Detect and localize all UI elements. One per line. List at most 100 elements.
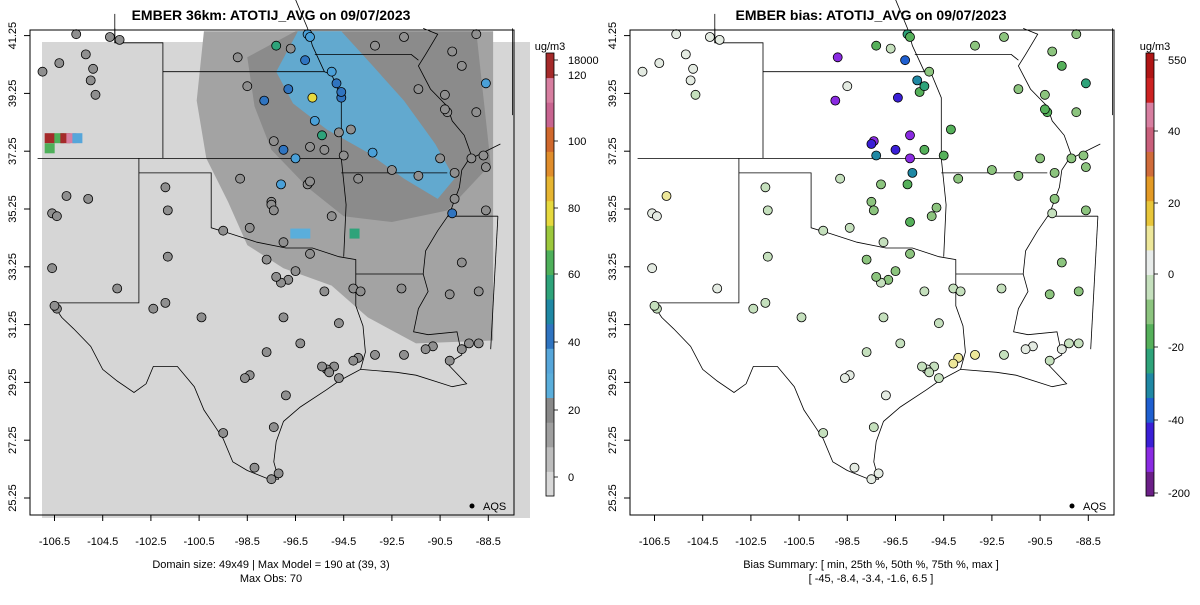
aqs-point <box>685 75 696 86</box>
aqs-point <box>367 147 378 158</box>
aqs-point <box>112 283 123 294</box>
aqs-point <box>907 167 918 178</box>
aqs-point <box>324 367 335 378</box>
aqs-point <box>938 150 949 161</box>
aqs-point <box>919 286 930 297</box>
aqs-point <box>83 193 94 204</box>
state-border-line <box>490 216 499 350</box>
x-tick-label: -88.5 <box>476 536 501 548</box>
aqs-points-bias <box>637 29 1091 485</box>
aqs-point <box>661 191 672 201</box>
aqs-point <box>926 211 937 222</box>
x-tick-label: -102.5 <box>135 536 166 548</box>
aqs-point <box>871 271 882 282</box>
aqs-point <box>290 153 301 164</box>
aqs-point <box>295 338 306 349</box>
aqs-point <box>1066 153 1077 164</box>
colorbar-swatch <box>1146 274 1154 300</box>
aqs-point <box>317 361 327 372</box>
y-tick-label: 27.25 <box>607 426 619 454</box>
aqs-point <box>239 373 250 384</box>
aqs-point <box>924 66 935 77</box>
y-tick-label: 27.25 <box>7 426 19 454</box>
aqs-point <box>762 205 773 216</box>
state-border-line <box>295 0 308 29</box>
aqs-point <box>456 257 467 268</box>
y-tick-label: 39.25 <box>607 80 619 108</box>
aqs-point <box>268 422 279 433</box>
aqs-point <box>413 84 424 94</box>
aqs-point <box>386 165 397 175</box>
x-tick-label: -92.5 <box>979 536 1004 548</box>
aqs-point <box>300 55 311 66</box>
aqs-point <box>456 344 467 355</box>
legend-label-model: AQS <box>483 501 506 513</box>
aqs-point <box>1073 286 1084 297</box>
y-tick-label: 41.25 <box>7 22 19 50</box>
colorbar-swatch <box>546 323 554 349</box>
aqs-point <box>931 202 942 213</box>
aqs-point <box>871 40 882 51</box>
state-border-line <box>895 0 908 29</box>
aqs-point <box>999 32 1009 42</box>
colorbar-swatch <box>546 446 554 472</box>
aqs-point <box>326 211 337 222</box>
aqs-point <box>353 173 364 184</box>
aqs-point <box>309 116 320 126</box>
aqs-point <box>1047 208 1058 219</box>
colorbar-swatch <box>546 249 554 275</box>
aqs-points-model <box>37 29 491 485</box>
aqs-point <box>955 286 966 297</box>
aqs-point <box>333 318 344 329</box>
y-tick-label: 25.25 <box>607 484 619 512</box>
aqs-point <box>680 49 691 60</box>
caption-bias-line1: Bias Summary: [ min, 25th %, 50th %, 75t… <box>743 559 999 571</box>
aqs-point <box>52 211 62 222</box>
aqs-point <box>307 92 318 103</box>
aqs-point <box>818 428 829 438</box>
aqs-point <box>861 254 872 265</box>
y-axis-ticks-model: 25.25 27.25 29.25 31.25 33.25 35.25 37.25 39.25… <box>7 22 30 512</box>
colorbar-label: -40 <box>1168 415 1184 427</box>
aqs-point <box>890 266 901 277</box>
field-hotspot-cell <box>72 133 83 144</box>
colorbar-label: 20 <box>1168 198 1180 210</box>
aqs-point <box>835 173 845 184</box>
aqs-point <box>881 390 891 401</box>
aqs-point <box>71 29 82 40</box>
x-tick-label: -90.5 <box>1028 536 1053 548</box>
colorbar-swatch <box>1146 151 1154 177</box>
aqs-point <box>473 338 484 349</box>
colorbar-swatch <box>1146 77 1154 103</box>
state-borders-bias <box>637 0 1113 480</box>
aqs-point <box>654 58 665 68</box>
colorbar-swatch <box>1146 422 1154 448</box>
aqs-point <box>873 468 884 479</box>
x-tick-label: -92.5 <box>379 536 404 548</box>
aqs-point <box>317 130 327 141</box>
aqs-point <box>162 205 173 216</box>
panel-model: EMBER 36km: ATOTIJ_AVG on 09/07/2023 -10… <box>7 0 599 585</box>
plot-frame-bias <box>629 29 1115 516</box>
aqs-point <box>305 32 315 42</box>
aqs-point <box>319 286 330 297</box>
aqs-point <box>760 297 771 308</box>
aqs-point <box>1044 355 1055 366</box>
y-tick-label: 41.25 <box>607 22 619 50</box>
aqs-point <box>647 263 657 274</box>
state-border-line <box>314 54 419 61</box>
aqs-point <box>1073 338 1084 349</box>
aqs-point <box>1035 153 1045 164</box>
aqs-point <box>1056 344 1067 355</box>
colorbar-label: -20 <box>1168 342 1184 354</box>
x-tick-label: -106.5 <box>39 536 70 548</box>
aqs-point <box>878 312 889 323</box>
colorbar-units-bias: ug/m3 <box>1140 41 1171 53</box>
aqs-point <box>413 170 424 181</box>
colorbar-swatch <box>1146 176 1154 202</box>
aqs-point <box>37 66 48 77</box>
field-hotspot-cell <box>66 133 77 144</box>
aqs-point <box>268 205 279 216</box>
aqs-point <box>435 153 446 164</box>
colorbar-swatch <box>546 471 554 497</box>
